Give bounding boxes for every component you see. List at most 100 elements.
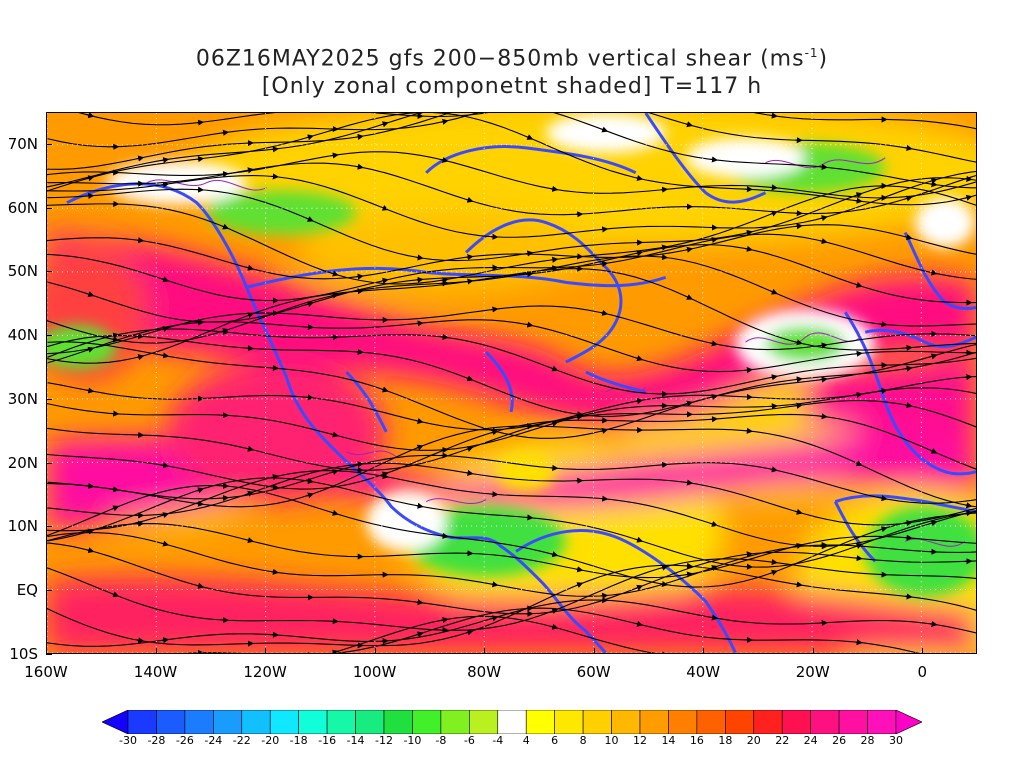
streamline-arrow: [855, 639, 863, 646]
streamline-arrow: [745, 367, 754, 374]
streamline-arrow: [550, 420, 559, 427]
streamline-arrow: [660, 564, 669, 571]
streamline-arrow: [271, 173, 280, 180]
streamline-arrow: [710, 156, 719, 163]
streamline-arrow: [600, 495, 609, 502]
colorbar-swatch: [213, 710, 243, 734]
streamline-arrow: [441, 118, 449, 125]
streamline-arrow: [635, 175, 644, 182]
streamline-arrow: [161, 462, 170, 469]
colorbar-swatch: [127, 710, 157, 734]
streamline-arrow: [466, 278, 474, 285]
streamline-arrow: [904, 195, 913, 202]
streamline: [47, 462, 976, 526]
colorbar-swatch: [298, 710, 328, 734]
streamline-arrow: [929, 353, 938, 360]
colorbar-swatch: [497, 710, 527, 734]
streamline-arrow: [136, 237, 145, 244]
colorbar-level-label: -20: [261, 734, 280, 747]
streamline-arrow: [929, 269, 938, 276]
streamline-arrow: [381, 386, 389, 393]
lat-tick: [46, 462, 52, 464]
streamline-arrow: [600, 226, 609, 233]
title-suffix: ): [818, 46, 829, 72]
colorbar-swatch: [554, 710, 584, 734]
streamline-arrow: [196, 119, 205, 126]
colorbar-swatch: [469, 710, 499, 734]
streamline: [47, 523, 976, 579]
streamline-arrow: [795, 223, 803, 230]
lon-tick: [922, 648, 924, 654]
streamline-arrow: [964, 502, 973, 509]
streamline-arrow: [770, 184, 778, 191]
streamline-arrow: [575, 582, 584, 588]
streamline-arrow: [770, 113, 778, 119]
streamline: [47, 113, 976, 148]
streamline-arrow: [525, 514, 534, 521]
colorbar-level-label: 12: [633, 734, 647, 747]
streamline-arrow: [306, 492, 314, 499]
lon-tick: [46, 648, 47, 654]
streamline-arrow: [855, 555, 863, 562]
streamline-arrow: [416, 444, 424, 451]
streamline: [47, 328, 976, 395]
streamline-arrow: [441, 617, 449, 624]
streamline-arrow: [600, 309, 609, 316]
colorbar-min-arrow: [102, 710, 129, 734]
colorbar-swatch: [184, 710, 214, 734]
streamline-arrow: [441, 277, 449, 284]
streamline-arrow: [136, 354, 145, 361]
streamline-arrow: [466, 469, 474, 476]
streamline-arrow: [416, 502, 424, 509]
streamline-arrow: [880, 387, 888, 394]
colorbar-level-label: 6: [551, 734, 559, 747]
colorbar-level-label: -10: [403, 734, 422, 747]
streamline: [47, 255, 976, 344]
streamline-arrow: [820, 215, 828, 222]
streamline-arrow: [416, 254, 424, 261]
streamline-arrow: [136, 155, 145, 162]
colorbar-swatch: [440, 710, 470, 734]
streamline-arrow: [550, 365, 559, 372]
streamline-arrow: [820, 238, 828, 245]
streamline-arrow: [905, 593, 913, 600]
colorbar-level-label: -4: [492, 734, 504, 747]
streamline-arrow: [660, 186, 669, 193]
colorbar-level-label: 30: [889, 734, 903, 747]
streamline-arrow: [820, 342, 828, 349]
colorbar-swatch: [867, 710, 897, 734]
streamline: [47, 399, 976, 471]
streamline-arrow: [710, 614, 719, 621]
title-prefix: 06Z16MAY2025 gfs 200−850mb vertical shea…: [195, 46, 805, 72]
lon-label: 140W: [133, 663, 178, 681]
lon-label: 20W: [795, 663, 830, 681]
lon-label: 160W: [24, 663, 68, 681]
lat-label: 60N: [7, 198, 38, 217]
streamline-arrow: [964, 510, 973, 517]
streamline-arrow: [331, 431, 339, 438]
colorbar-level-label: 22: [775, 734, 790, 747]
lat-tick: [46, 590, 52, 592]
streamline-arrow: [271, 474, 280, 481]
streamline-arrow: [196, 156, 205, 163]
streamline: [47, 387, 976, 451]
streamline-arrow: [356, 163, 364, 170]
streamline-arrow: [550, 265, 559, 272]
streamline-arrow: [416, 631, 424, 638]
streamline: [47, 454, 976, 504]
streamline-arrow: [490, 581, 499, 588]
streamline-arrow: [221, 328, 230, 335]
streamline-arrow: [964, 194, 973, 201]
colorbar-swatch: [355, 710, 385, 734]
lat-tick: [46, 335, 52, 337]
streamline-arrow: [306, 477, 314, 485]
streamline: [47, 564, 976, 647]
colorbar-swatch: [326, 710, 356, 734]
streamline-arrow: [795, 542, 803, 549]
streamline-arrow: [86, 547, 95, 554]
streamline-arrow: [136, 637, 145, 644]
chart-title-line-2: [Only zonal componetnt shaded] T=117 h: [261, 74, 763, 99]
streamline-arrow: [381, 121, 389, 128]
streamline: [78, 113, 489, 126]
streamline-arrow: [795, 402, 803, 409]
